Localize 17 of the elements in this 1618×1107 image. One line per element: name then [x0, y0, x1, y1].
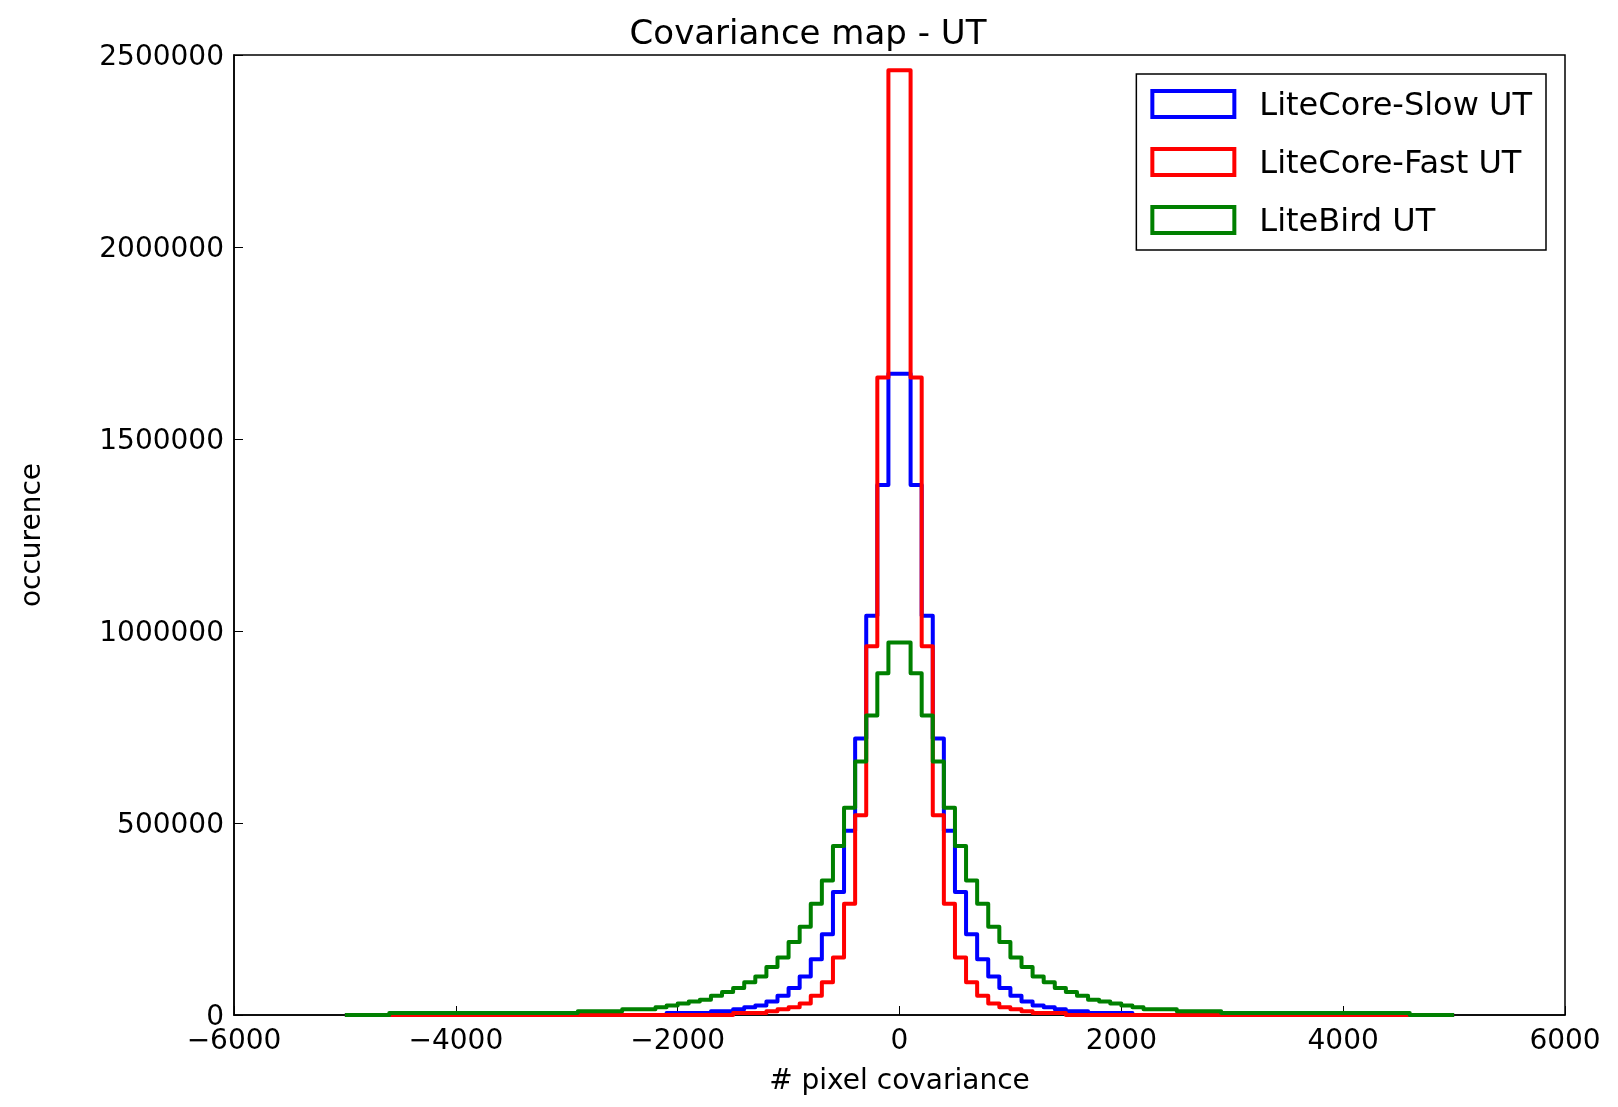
x-tick-label: 2000	[1085, 1022, 1157, 1056]
x-tick-label: −4000	[408, 1022, 504, 1056]
y-tick-label: 1500000	[99, 422, 224, 456]
x-axis-title: # pixel covariance	[769, 1062, 1030, 1096]
x-tick-label: 6000	[1529, 1022, 1601, 1056]
x-tick-label: 0	[890, 1022, 909, 1056]
y-tick-label: 2000000	[99, 230, 224, 264]
legend-label: LiteBird UT	[1259, 201, 1436, 239]
legend-label: LiteCore-Fast UT	[1259, 143, 1522, 181]
y-tick-label: 500000	[117, 806, 224, 840]
y-tick-label: 2500000	[99, 38, 224, 72]
x-tick-label: 4000	[1307, 1022, 1379, 1056]
x-tick-label: −2000	[630, 1022, 726, 1056]
y-tick-label: 1000000	[99, 614, 224, 648]
y-axis-title: occurence	[13, 462, 47, 608]
chart-title: Covariance map - UT	[629, 12, 987, 52]
legend-label: LiteCore-Slow UT	[1259, 85, 1533, 123]
